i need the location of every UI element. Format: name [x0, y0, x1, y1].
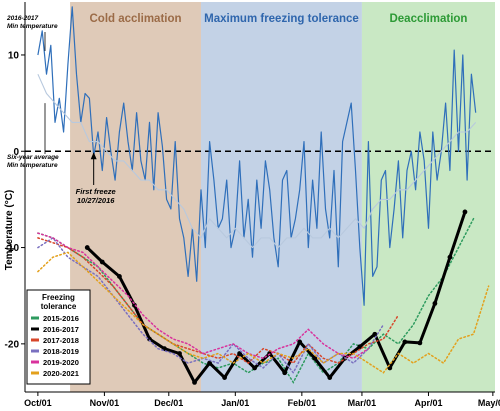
data-point-2016-2017-7: [192, 379, 197, 385]
annotation-average-line1: Six-year average: [7, 154, 59, 161]
legend-title-line2: tolerance: [41, 302, 77, 311]
annotation-current-year-line1: 2016-2017: [6, 15, 38, 22]
data-point-2016-2017-24: [447, 254, 453, 260]
data-point-2016-2017-11: [252, 365, 258, 371]
data-point-2016-2017-21: [402, 339, 408, 345]
series-2020-2021: [37, 251, 490, 374]
y-tick-label-2: -10: [5, 243, 20, 254]
phase-band-cold-acclimation: [70, 2, 201, 392]
y-axis-label: Temperature (°C): [4, 190, 15, 271]
data-point-2016-2017-23: [432, 301, 438, 306]
y-tick-label-1: 0: [13, 147, 19, 158]
data-point-2016-2017-6: [177, 351, 182, 356]
data-point-2016-2017-1: [99, 259, 105, 265]
data-point-2016-2017-25: [462, 209, 468, 215]
series-line-2018-2019: [37, 236, 385, 375]
phase-bands: Cold acclimation Maximum freezing toleran…: [70, 2, 495, 392]
temperature-line-six-year-average-min-temperature: [37, 73, 477, 249]
x-tick-label-5: Mar/01: [348, 398, 377, 408]
annotation-first-freeze-line2: 10/27/2016: [77, 196, 115, 205]
series-2019-2020: [37, 232, 370, 360]
legend-label-2020-2021: 2020-2021: [43, 369, 79, 378]
x-tick-label-0: Oct/01: [24, 398, 52, 408]
data-point-2016-2017-14: [297, 339, 303, 345]
data-point-2016-2017-19: [372, 331, 378, 337]
series-line-2020-2021: [37, 251, 490, 374]
data-point-2016-2017-18: [357, 344, 363, 350]
data-point-2016-2017-13: [282, 370, 288, 376]
legend-label-2015-2016: 2015-2016: [43, 314, 79, 323]
legend-label-2016-2017: 2016-2017: [43, 325, 79, 334]
y-tick-label-0: 10: [8, 50, 20, 61]
data-point-2016-2017-15: [312, 355, 318, 361]
data-point-2016-2017-0: [84, 245, 90, 250]
y-tick-label-3: -20: [5, 339, 20, 350]
annotation-average-line2: Min temperature: [7, 162, 58, 169]
x-tick-label-1: Nov/01: [90, 398, 120, 408]
data-point-2016-2017-9: [222, 375, 227, 380]
freezing-tolerance-lines: [37, 209, 490, 385]
series-line-2017-2018: [37, 237, 400, 365]
phase-label-maximum-freezing-tolerance: Maximum freezing tolerance: [204, 13, 359, 25]
phase-band-deacclimation: [361, 2, 495, 392]
data-point-2016-2017-16: [327, 375, 333, 380]
annotation-first-freeze-line1: First freeze: [76, 187, 116, 196]
data-point-2016-2017-2: [117, 274, 122, 279]
phase-label-cold-acclimation: Cold acclimation: [90, 13, 182, 25]
series-line-2016-2017: [86, 211, 467, 384]
x-tick-label-4: Feb/01: [288, 398, 317, 408]
series-line-2019-2020: [37, 232, 370, 360]
series-2018-2019: [37, 236, 385, 375]
x-tick-label-7: May/01: [478, 398, 500, 408]
x-tick-label-3: Jan/01: [221, 398, 249, 408]
annotation-first-freeze-arrowhead: [90, 152, 97, 160]
temperature-lines: [37, 6, 477, 306]
data-point-2016-2017-4: [147, 336, 152, 342]
legend-label-2018-2019: 2018-2019: [43, 347, 79, 356]
annotation-current-year-line2: Min temperature: [7, 23, 58, 30]
legend-label-2017-2018: 2017-2018: [43, 336, 79, 345]
axes: 10 0 -10 -20 Oct/01 Nov/01 Dec/01 Jan/01 Feb/01 M…: [5, 2, 500, 408]
legend-title-line1: Freezing: [42, 293, 75, 302]
data-point-2016-2017-10: [237, 351, 243, 356]
data-point-2016-2017-8: [207, 360, 212, 366]
legend-box: [26, 289, 91, 385]
x-tick-label-2: Dec/01: [154, 398, 183, 408]
series-2017-2018: [37, 237, 400, 365]
x-tick-label-6: Apr/01: [414, 398, 442, 408]
data-point-2016-2017-22: [417, 340, 423, 346]
temperature-line-2016-2017-min-temperature: [37, 6, 477, 306]
legend-label-2019-2020: 2019-2020: [43, 358, 79, 367]
phase-label-deacclimation: Deacclimation: [389, 13, 467, 25]
